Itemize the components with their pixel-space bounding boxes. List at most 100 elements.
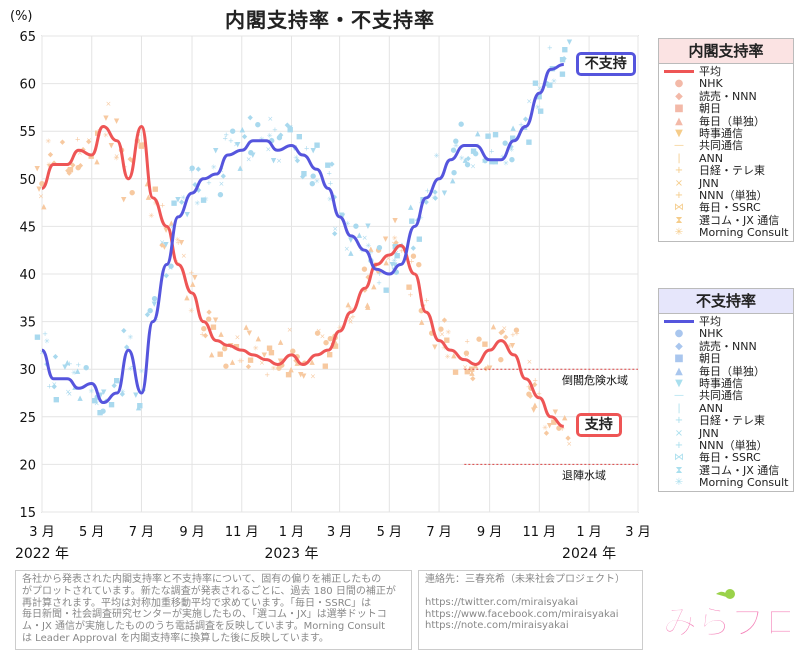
poll-point: ▼ (152, 300, 158, 308)
poll-point: × (537, 84, 543, 92)
poll-point: ● (376, 243, 382, 251)
poll-point: + (532, 377, 538, 385)
poll-point: + (536, 390, 542, 398)
poll-point: ▲ (451, 352, 457, 360)
poll-point: ✳ (365, 242, 371, 250)
support-legend: 内閣支持率 平均 ● NHK ◆ 読売・NNN ■ 朝日 ▲ 毎日（単独） ▼ 時事通信 — 共同通信 |… (658, 38, 794, 243)
note-link[interactable]: https://note.com/miraisyakai (425, 620, 569, 632)
poll-point: ● (151, 295, 157, 303)
poll-point: ▼ (98, 391, 104, 399)
legend-label: NHK (699, 327, 723, 341)
legend-item: + NNN（単独） (659, 189, 793, 202)
poll-point: ■ (509, 134, 516, 142)
poll-point: ● (168, 262, 174, 270)
y-tick-label: 55 (19, 125, 36, 140)
poll-point: + (304, 144, 310, 152)
legend-label: 共同通信 (699, 389, 743, 403)
poll-point: + (222, 134, 228, 142)
poll-point: ◆ (411, 244, 417, 252)
poll-point: ◆ (206, 308, 212, 316)
poll-point: + (237, 357, 243, 365)
poll-point: ● (526, 390, 532, 398)
poll-point: ▼ (348, 236, 354, 244)
x-tick-label: 5 月 (377, 525, 402, 540)
poll-point: ■ (34, 333, 41, 341)
poll-point: ▼ (278, 357, 284, 365)
x-tick-label: 3 月 (29, 525, 54, 540)
poll-point: ◆ (86, 137, 92, 145)
legend-label: JNN (699, 176, 719, 190)
poll-point: ▲ (309, 358, 315, 366)
poll-point: × (38, 193, 44, 201)
chart-plot: ●▼▼×▲◆◆✳✳▼◆◆◆■◆◆×◆●+▲×■◆××▼■+✳▼✳▼×●+◆●▼◆… (10, 9, 651, 562)
facebook-link[interactable]: https://www.facebook.com/miraisyakai (425, 608, 619, 620)
poll-point: ■ (266, 344, 273, 352)
poll-point: ▼ (114, 117, 120, 125)
legend-label: 共同通信 (699, 139, 743, 153)
danger-zone-label: 倒閣危険水域 (562, 374, 628, 388)
x-tick-label: 1 月 (279, 525, 304, 540)
poll-point: ▼ (222, 344, 228, 352)
description-line: 毎日新聞・社会調査研究センターが実施したもの、「選コム・JX」は選挙ドットコ (22, 609, 387, 621)
poll-point: × (332, 225, 338, 233)
legend-line (664, 69, 694, 73)
poll-point: ● (418, 306, 424, 314)
poll-point: ■ (91, 397, 98, 405)
poll-point: ▼ (339, 211, 345, 219)
poll-point: ✳ (542, 424, 548, 432)
poll-point: ◆ (295, 157, 301, 165)
y-tick-label: 25 (19, 411, 36, 426)
resign-zone-label: 退陣水域 (562, 469, 606, 483)
poll-point: ✳ (253, 345, 259, 353)
poll-point: ● (502, 139, 508, 147)
poll-point: × (181, 252, 187, 260)
poll-point: + (223, 131, 229, 139)
legend-item: ⋈ 毎日・SSRC (659, 201, 793, 214)
poll-point: ▼ (262, 351, 268, 359)
poll-point: ▲ (256, 335, 262, 343)
poll-point: ■ (314, 141, 321, 149)
poll-point: × (94, 400, 100, 408)
poll-point: + (199, 331, 205, 339)
poll-point: × (233, 140, 239, 148)
legend-marker-icon: ⋈ (674, 202, 684, 214)
legend-marker-icon: × (674, 427, 684, 439)
poll-point: ◆ (465, 155, 471, 163)
year-label: 2024 年 (562, 546, 616, 562)
legend-label: NNN（単独） (699, 438, 768, 452)
poll-point: ▼ (383, 235, 389, 243)
legend-item: + 日経・テレ東 (659, 164, 793, 177)
poll-point: ▲ (393, 242, 399, 250)
poll-point: ✳ (348, 305, 354, 313)
poll-point: ▼ (162, 243, 168, 251)
twitter-link[interactable]: https://twitter.com/miraisyakai (425, 596, 579, 608)
legend-marker-icon: ■ (674, 103, 684, 115)
axes: 15 20 25 30 35 40 45 50 55 60 65 (%) 3 月 5 月 7 月 9 月 11 … (10, 9, 651, 562)
poll-point: + (464, 338, 470, 346)
poll-point: × (391, 240, 397, 248)
poll-point: ✳ (128, 334, 134, 342)
poll-point: ▲ (371, 282, 377, 290)
legend-label: 平均 (699, 65, 721, 78)
poll-point: ■ (485, 132, 492, 140)
poll-point: ◆ (329, 160, 335, 168)
poll-point: ◆ (508, 143, 514, 151)
poll-point: + (75, 361, 81, 369)
poll-point: × (526, 97, 532, 105)
description-note: 各社から発表された内閣支持率と不支持率について、固有の偏りを補正したもの がプロ… (15, 570, 412, 650)
poll-point: ◆ (203, 331, 209, 339)
poll-point: ■ (468, 365, 475, 373)
poll-point: ■ (97, 409, 104, 417)
poll-point: ■ (464, 368, 471, 376)
poll-point: ■ (443, 336, 450, 344)
x-tick-label: 7 月 (129, 525, 154, 540)
poll-point: ■ (108, 401, 115, 409)
poll-point: × (39, 348, 45, 356)
poll-point: ✳ (441, 344, 447, 352)
legend-marker-icon: ⧗ (675, 464, 683, 476)
poll-point: ▼ (389, 261, 395, 269)
x-tick-label: 3 月 (625, 525, 650, 540)
poll-point: ▼ (392, 261, 398, 269)
poll-point: ▼ (179, 239, 185, 247)
poll-point: ■ (301, 170, 308, 178)
